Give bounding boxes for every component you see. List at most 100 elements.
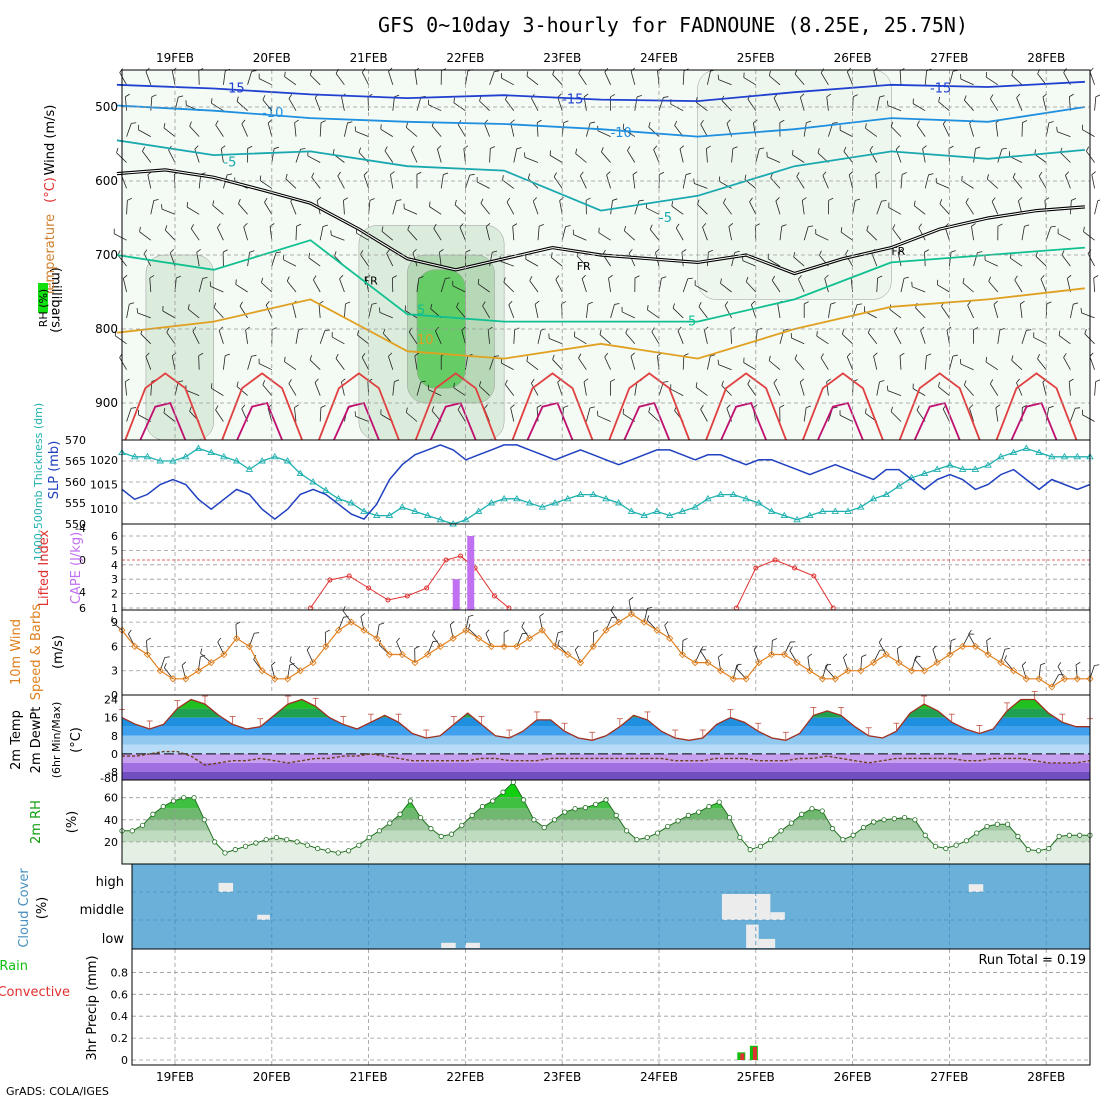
thickness-point-34 [551, 499, 559, 506]
thickness-point-32 [525, 499, 534, 506]
wind-barb-flag [454, 199, 457, 205]
wind10-barb-13-flag [289, 663, 295, 666]
wind-barb-flag [679, 145, 685, 150]
wind-barb-flag [457, 405, 462, 410]
wind-barb [510, 407, 515, 422]
wind-barb-flag [781, 224, 787, 227]
isotherm-hot-6 [720, 401, 767, 441]
date-label-top-23FEB: 23FEB [543, 51, 581, 65]
wind-barb-flag [220, 145, 226, 149]
wind-barb-flag [241, 404, 246, 410]
wind-barb-flag [311, 172, 315, 178]
wind-barb [501, 77, 514, 86]
wind-barb [406, 127, 418, 137]
wind-barb-flag [826, 378, 831, 383]
wind-barb [873, 71, 878, 85]
wind-barb [899, 70, 902, 85]
wind-barb-flag [526, 356, 529, 362]
wind-barb-flag [1037, 354, 1040, 359]
wind-barb-flag [320, 120, 326, 123]
wind-barb-flag [728, 223, 734, 227]
wind-barb [969, 408, 974, 422]
wind-barb-flag [170, 249, 175, 254]
thickness-point-74 [1060, 452, 1069, 460]
thickness-point-16 [321, 486, 330, 493]
wind-barb [576, 255, 587, 267]
thickness-point-66 [958, 465, 967, 472]
rh2m-ytick-20: 20 [104, 836, 118, 849]
rh2m-point-15 [273, 834, 280, 841]
wind-barb [773, 97, 781, 111]
wind-barb [380, 128, 394, 137]
wind10-barb-34-flag [557, 631, 563, 634]
wind10-point-54 [806, 667, 814, 675]
wind-barb [866, 230, 878, 241]
wind-barb-flag [726, 404, 731, 409]
wind-barb-flag [649, 224, 653, 230]
wind-barb-flag [1024, 224, 1030, 227]
wind-barb-flag [1080, 307, 1082, 313]
wind-barb-flag [241, 119, 246, 125]
wind10-barb-19-flag [360, 613, 365, 617]
lifted-point-0-7 [443, 557, 449, 563]
wind-barb-flag [687, 277, 693, 280]
cape-bar-1 [467, 536, 475, 610]
wind-barb [658, 97, 664, 111]
precip-ytick-0.2: 0.2 [111, 1032, 129, 1045]
rh2m-point-34 [469, 812, 475, 818]
wind-barb [525, 258, 539, 267]
wind-barb [504, 384, 515, 396]
wind-barb-flag [950, 250, 956, 253]
wind-barb-flag [792, 149, 794, 155]
wind-barb-flag [358, 147, 362, 153]
wind-barb [987, 178, 999, 189]
wind-barb [647, 309, 660, 319]
wind10-point-6 [194, 667, 203, 675]
wind-barb-flag [1048, 405, 1054, 409]
cloud-row-low: low [102, 932, 125, 947]
wind-barb [1012, 177, 1023, 189]
thickness-point-75 [1073, 452, 1082, 460]
wind-barb-flag [768, 355, 771, 361]
date-label-top-25FEB: 25FEB [737, 51, 775, 65]
wind-barb-flag [553, 172, 557, 178]
wind-barb [799, 382, 805, 396]
wind10-point-66 [958, 642, 967, 651]
rh-legend-swatch [38, 283, 48, 313]
rh2m-point-61 [747, 847, 753, 853]
lifted-label: Lifted Index [37, 529, 52, 606]
wind-barb [873, 355, 878, 370]
wind-barb-flag [461, 326, 466, 331]
rh2m-point-57 [706, 803, 712, 810]
wind-barb [799, 97, 805, 111]
wind-barb [343, 200, 345, 215]
wind-barb-flag [492, 250, 498, 253]
rh2m-point-52 [654, 830, 661, 836]
wind-barb-flag [610, 378, 616, 382]
wind-barb [247, 356, 252, 370]
wind-barb [798, 279, 805, 293]
wind10-point-44 [678, 650, 687, 659]
rh2m-point-53 [665, 823, 671, 830]
wind-barb [1038, 176, 1047, 189]
date-label-bottom-19FEB: 19FEB [156, 1070, 194, 1084]
wind10-barb-72-flag [1040, 662, 1046, 666]
thickness-ytick-555: 555 [65, 497, 86, 510]
wind-barb [258, 363, 272, 371]
thickness-point-2 [143, 452, 152, 460]
wind-barb [164, 229, 176, 241]
wind-barb-flag [178, 380, 184, 383]
wind-barb-flag [995, 404, 1001, 408]
wind-barb [210, 286, 224, 293]
cross-section-ytick-800: 800 [95, 322, 118, 336]
wind10-point-52 [780, 650, 788, 659]
wind-barb-flag [967, 301, 972, 306]
isotherm-warm-3 [414, 372, 497, 441]
wind-barb-flag [123, 274, 128, 279]
dewpoint-label: 2m DewPt [29, 707, 44, 774]
rh2m-point-7 [191, 795, 197, 801]
rh2m-point-21 [335, 850, 341, 856]
thickness-point-38 [602, 494, 610, 502]
wind-barb-flag [796, 172, 800, 177]
lifted-point-1-1 [753, 565, 759, 571]
